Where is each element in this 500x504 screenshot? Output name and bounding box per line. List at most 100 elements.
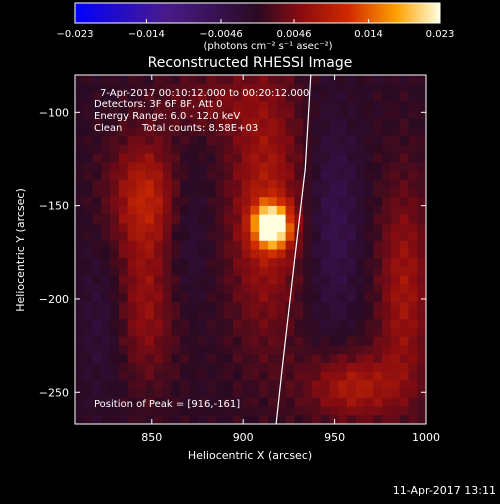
heatmap-cell <box>294 109 304 120</box>
heatmap-cell <box>189 144 199 155</box>
heatmap-cell <box>276 101 287 111</box>
heatmap-cell <box>373 205 383 216</box>
heatmap-cell <box>241 144 252 155</box>
heatmap-cell <box>399 92 410 102</box>
heatmap-cell <box>417 170 426 181</box>
heatmap-cell <box>110 258 120 268</box>
heatmap-cell <box>311 328 322 338</box>
heatmap-cell <box>153 144 164 155</box>
heatmap-cell <box>101 223 111 233</box>
heatmap-cell <box>145 371 155 381</box>
heatmap-cell <box>215 380 225 390</box>
heatmap-cell <box>338 415 348 424</box>
heatmap-cell <box>224 197 234 207</box>
heatmap-cell <box>364 136 374 146</box>
heatmap-cell <box>136 275 146 285</box>
heatmap-cell <box>259 345 269 355</box>
heatmap-cell <box>285 232 295 242</box>
heatmap-cell <box>153 179 164 190</box>
heatmap-cell <box>136 109 146 120</box>
heatmap-cell <box>373 144 383 155</box>
heatmap-cell <box>364 223 374 233</box>
heatmap-cell <box>162 284 173 294</box>
heatmap-cell <box>136 101 146 111</box>
heatmap-cell <box>75 397 85 408</box>
heatmap-cell <box>320 362 331 373</box>
heatmap-cell <box>417 406 426 416</box>
heatmap-cell <box>417 197 426 207</box>
heatmap-cell <box>338 266 348 277</box>
heatmap-cell <box>268 345 278 355</box>
heatmap-cell <box>347 319 357 329</box>
heatmap-cell <box>224 223 234 233</box>
heatmap-cell <box>189 109 199 120</box>
heatmap-cell <box>145 284 155 294</box>
heatmap-cell <box>145 136 155 146</box>
heatmap-cell <box>162 240 173 251</box>
heatmap-cell <box>294 75 304 85</box>
heatmap-cell <box>241 362 252 373</box>
heatmap-cell <box>136 75 146 85</box>
heatmap-cell <box>285 109 295 120</box>
heatmap-cell <box>364 275 374 285</box>
heatmap-cell <box>110 75 120 85</box>
heatmap-cell <box>294 284 304 294</box>
heatmap-cell <box>83 415 94 424</box>
heatmap-cell <box>153 397 164 408</box>
heatmap-cell <box>180 362 190 373</box>
heatmap-cell <box>171 293 181 303</box>
colorbar-tick-label: 0.0046 <box>277 29 312 40</box>
heatmap-cell <box>162 380 173 390</box>
heatmap-cell <box>338 397 348 408</box>
heatmap-cell <box>241 127 252 137</box>
heatmap-cell <box>382 284 392 294</box>
heatmap-cell <box>355 415 366 424</box>
heatmap-cell <box>355 345 366 355</box>
heatmap-cell <box>206 197 217 207</box>
heatmap-cell <box>75 136 85 146</box>
heatmap-image <box>75 75 426 424</box>
heatmap-cell <box>215 266 225 277</box>
heatmap-cell <box>127 380 138 390</box>
heatmap-cell <box>268 319 278 329</box>
heatmap-cell <box>355 101 366 111</box>
heatmap-cell <box>399 197 410 207</box>
heatmap-cell <box>268 240 278 251</box>
heatmap-cell <box>92 179 102 190</box>
heatmap-cell <box>232 258 243 268</box>
heatmap-cell <box>408 406 418 416</box>
heatmap-cell <box>215 188 225 198</box>
heatmap-cell <box>338 179 348 190</box>
heatmap-cell <box>382 144 392 155</box>
heatmap-cell <box>83 223 94 233</box>
heatmap-cell <box>268 266 278 277</box>
heatmap-cell <box>364 240 374 251</box>
heatmap-cell <box>127 223 138 233</box>
heatmap-cell <box>171 240 181 251</box>
heatmap-cell <box>285 319 295 329</box>
heatmap-cell <box>145 92 155 102</box>
heatmap-cell <box>241 284 252 294</box>
heatmap-cell <box>197 127 208 137</box>
heatmap-cell <box>136 144 146 155</box>
heatmap-cell <box>127 362 138 373</box>
heatmap-cell <box>171 380 181 390</box>
heatmap-cell <box>92 371 102 381</box>
heatmap-cell <box>215 240 225 251</box>
heatmap-cell <box>136 136 146 146</box>
heatmap-cell <box>338 380 348 390</box>
heatmap-cell <box>276 258 287 268</box>
heatmap-cell <box>276 109 287 120</box>
heatmap-cell <box>276 153 287 163</box>
heatmap-cell <box>224 371 234 381</box>
heatmap-cell <box>215 170 225 181</box>
heatmap-cell <box>206 397 217 408</box>
heatmap-cell <box>294 162 304 172</box>
heatmap-cell <box>145 406 155 416</box>
heatmap-cell <box>118 232 129 242</box>
heatmap-cell <box>127 301 138 312</box>
heatmap-cell <box>382 92 392 102</box>
heatmap-cell <box>118 336 129 347</box>
heatmap-cell <box>171 83 181 94</box>
heatmap-cell <box>83 214 94 224</box>
